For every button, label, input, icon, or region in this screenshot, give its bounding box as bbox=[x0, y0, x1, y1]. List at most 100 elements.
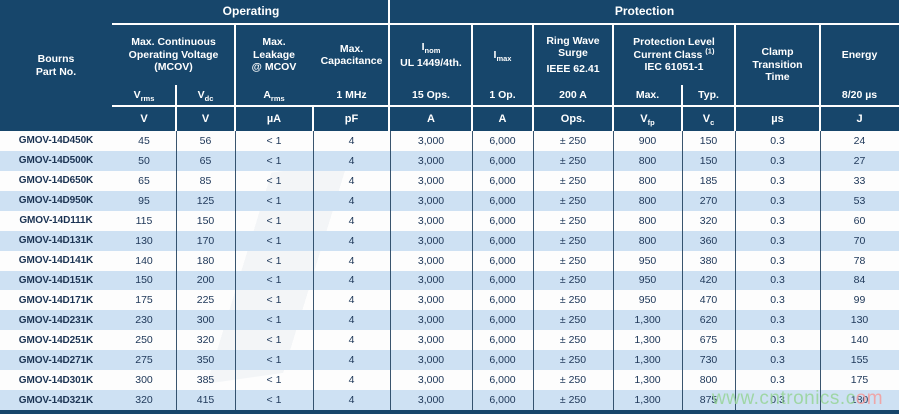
cell-vrms: 95 bbox=[138, 194, 150, 207]
cell-inom: 3,000 bbox=[417, 134, 445, 147]
subhead-1op: 1 Op. bbox=[489, 89, 516, 101]
cell-energy: 84 bbox=[853, 274, 866, 287]
cell-clamp: 0.3 bbox=[770, 294, 785, 307]
group-leakage: Max. Leakage @ MCOV bbox=[235, 25, 313, 85]
cell-ring: ± 250 bbox=[559, 214, 587, 227]
cell-vc: 675 bbox=[699, 334, 718, 347]
cell-clamp: 0.3 bbox=[770, 174, 785, 187]
cell-imax: 6,000 bbox=[489, 354, 516, 367]
cell-vfp: 1,300 bbox=[634, 354, 661, 367]
column-divider bbox=[613, 131, 614, 410]
group-protection-level: Protection Level Current Class (1) IEC 6… bbox=[613, 25, 735, 85]
ringwave-line1: Ring Wave bbox=[546, 34, 600, 47]
cell-energy: 99 bbox=[853, 294, 866, 307]
cell-cap: 4 bbox=[348, 234, 355, 247]
column-divider bbox=[313, 131, 314, 410]
cell-leak: < 1 bbox=[266, 394, 282, 407]
cell-inom: 3,000 bbox=[417, 294, 445, 307]
cell-vrms: 150 bbox=[135, 274, 153, 287]
cell-cap: 4 bbox=[348, 294, 355, 307]
cell-vdc: 350 bbox=[196, 354, 215, 367]
cell-clamp: 0.3 bbox=[770, 354, 785, 367]
mcov-line1: Max. Continuous bbox=[131, 36, 216, 49]
header-divider-line bbox=[112, 105, 899, 107]
cell-vfp: 800 bbox=[638, 234, 657, 247]
table-bottom-border bbox=[0, 410, 899, 414]
cell-imax: 6,000 bbox=[489, 174, 516, 187]
table-row: GMOV-14D171K 175 225 < 1 4 3,000 6,000 ± 250 950… bbox=[0, 290, 899, 310]
cell-imax: 6,000 bbox=[489, 234, 516, 247]
part-col-line2: Part No. bbox=[35, 65, 77, 78]
cell-leak: < 1 bbox=[266, 334, 282, 347]
clamp-line1: Clamp bbox=[761, 46, 794, 59]
cell-leak: < 1 bbox=[266, 154, 282, 167]
group-inom: Inom UL 1449/4th. bbox=[390, 25, 472, 85]
cell-leak: < 1 bbox=[266, 174, 282, 187]
cell-vrms: 50 bbox=[138, 154, 150, 167]
cell-part: GMOV-14D251K bbox=[18, 334, 94, 346]
cell-vdc: 170 bbox=[196, 234, 215, 247]
unit-ops: Ops. bbox=[560, 112, 586, 125]
cell-vc: 360 bbox=[699, 234, 718, 247]
inom-symbol: Inom bbox=[421, 41, 441, 56]
cell-cap: 4 bbox=[348, 254, 355, 267]
cell-vrms: 230 bbox=[135, 314, 153, 327]
watermark-text-pink: om bbox=[855, 388, 884, 409]
subhead-vrms: Vrms bbox=[133, 89, 155, 104]
column-divider bbox=[175, 85, 177, 131]
cell-inom: 3,000 bbox=[417, 174, 445, 187]
column-divider bbox=[533, 131, 534, 410]
protlevel-line1: Protection Level bbox=[633, 36, 715, 49]
table-row: GMOV-14D950K 95 125 < 1 4 3,000 6,000 ± 250 800 2… bbox=[0, 190, 899, 211]
cell-imax: 6,000 bbox=[489, 254, 516, 267]
cell-clamp: 0.3 bbox=[770, 194, 785, 207]
cell-vfp: 900 bbox=[638, 134, 657, 147]
col-header-part-no: Bourns Part No. bbox=[0, 0, 112, 131]
cell-vc: 150 bbox=[699, 154, 718, 167]
unit-vc: Vc bbox=[702, 112, 715, 127]
table-row: GMOV-14D450K 45 56 < 1 4 3,000 6,000 ± 250 900 15… bbox=[0, 131, 899, 151]
group-energy: Energy bbox=[820, 25, 899, 85]
cell-imax: 6,000 bbox=[489, 294, 516, 307]
unit-j: J bbox=[856, 112, 863, 125]
cell-cap: 4 bbox=[348, 314, 355, 327]
unit-a-inom: A bbox=[427, 112, 435, 125]
section-protection: Protection bbox=[390, 0, 899, 23]
cell-clamp: 0.3 bbox=[770, 394, 785, 407]
cell-leak: < 1 bbox=[266, 194, 282, 207]
capacitance-line1: Max. bbox=[339, 42, 364, 55]
cell-energy: 53 bbox=[853, 194, 866, 207]
column-divider bbox=[682, 131, 683, 410]
clamp-line3: Time bbox=[765, 71, 790, 84]
group-mcov: Max. Continuous Operating Voltage (MCOV) bbox=[112, 25, 235, 85]
cell-vrms: 300 bbox=[135, 374, 153, 387]
cell-vc: 470 bbox=[699, 294, 718, 307]
cell-vfp: 1,300 bbox=[634, 334, 661, 347]
cell-vdc: 85 bbox=[199, 174, 212, 187]
cell-clamp: 0.3 bbox=[770, 314, 785, 327]
cell-cap: 4 bbox=[348, 274, 355, 287]
cell-leak: < 1 bbox=[266, 134, 282, 147]
cell-part: GMOV-14D271K bbox=[18, 354, 94, 366]
cell-vfp: 800 bbox=[638, 174, 657, 187]
section-operating: Operating bbox=[112, 0, 390, 23]
cell-leak: < 1 bbox=[266, 314, 282, 327]
table-row: GMOV-14D321K 320 415 < 1 4 3,000 6,000 ± 250 1,3… bbox=[0, 390, 899, 410]
cell-imax: 6,000 bbox=[489, 194, 516, 207]
column-divider bbox=[176, 131, 177, 410]
column-divider bbox=[390, 131, 391, 410]
watermark-text-green: www.cntronics.c bbox=[712, 388, 856, 409]
cell-vc: 420 bbox=[699, 274, 718, 287]
cell-vdc: 56 bbox=[199, 134, 212, 147]
table-row: GMOV-14D650K 65 85 < 1 4 3,000 6,000 ± 250 800 18… bbox=[0, 171, 899, 191]
cell-energy: 180 bbox=[850, 394, 869, 407]
table-row: GMOV-14D111K 115 150 < 1 4 3,000 6,000 ± 250 800… bbox=[0, 211, 899, 231]
cell-clamp: 0.3 bbox=[770, 154, 785, 167]
group-ring-wave: Ring Wave Surge IEEE 62.41 bbox=[533, 25, 613, 85]
cell-vdc: 180 bbox=[196, 254, 215, 267]
cell-vc: 800 bbox=[699, 374, 718, 387]
cell-vrms: 115 bbox=[135, 214, 153, 227]
cell-inom: 3,000 bbox=[417, 194, 445, 207]
capacitance-line2: Capacitance bbox=[320, 55, 383, 67]
cell-energy: 155 bbox=[850, 354, 869, 367]
